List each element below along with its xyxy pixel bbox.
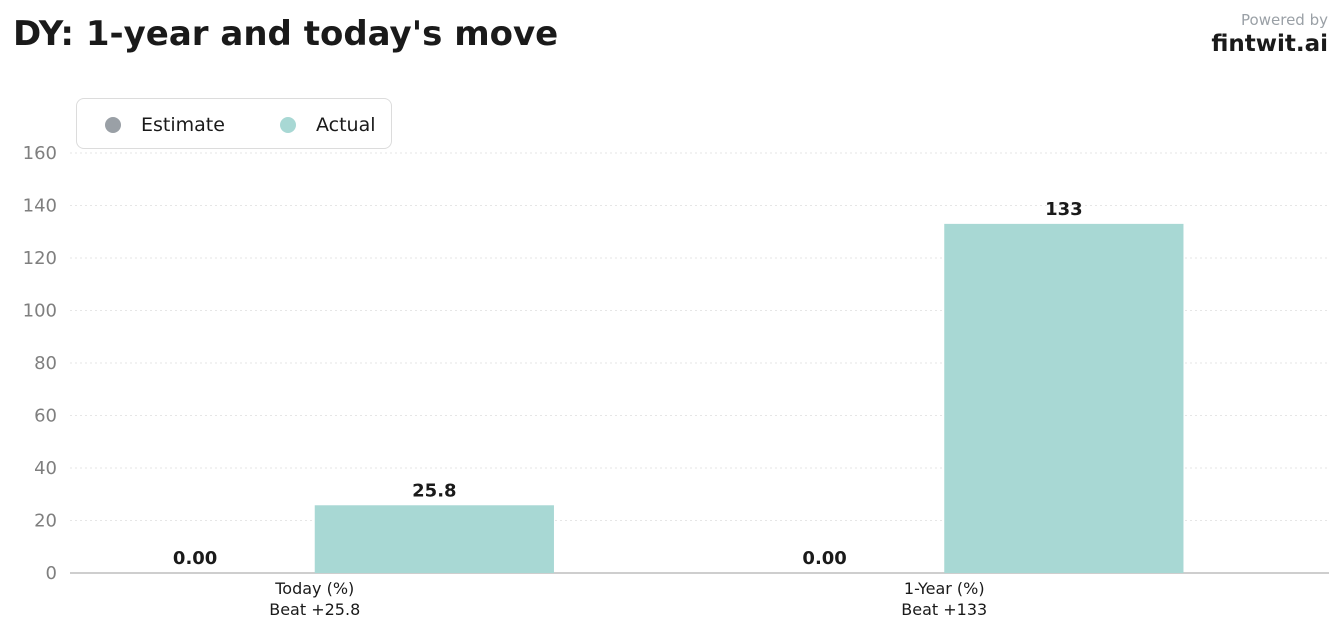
legend-swatch-estimate [105, 116, 121, 133]
bar-actual [314, 505, 554, 573]
legend-item-actual: Actual [280, 99, 376, 150]
data-label: 0.00 [802, 548, 846, 569]
brand-name: fintwit.ai [1211, 31, 1328, 57]
y-tick-label: 100 [23, 301, 57, 322]
brand-block: Powered by fintwit.ai [1211, 11, 1328, 57]
data-label: 25.8 [412, 480, 456, 501]
y-tick-label: 140 [23, 196, 57, 217]
data-label: 133 [1045, 199, 1083, 220]
chart-title: DY: 1-year and today's move [13, 14, 559, 54]
y-tick-label: 80 [34, 353, 57, 374]
y-tick-label: 20 [34, 511, 57, 532]
legend-item-estimate: Estimate [105, 99, 225, 150]
legend-label-estimate: Estimate [141, 113, 225, 136]
y-tick-label: 120 [23, 248, 57, 269]
powered-by-label: Powered by [1241, 11, 1328, 29]
x-tick-label: Today (%) [274, 579, 354, 598]
legend-swatch-actual [280, 116, 296, 133]
chart-legend: Estimate Actual [76, 98, 392, 149]
bar-actual [944, 223, 1184, 573]
x-tick-sublabel: Beat +133 [901, 600, 987, 619]
y-tick-label: 0 [46, 563, 57, 584]
y-tick-label: 160 [23, 143, 57, 164]
y-tick-label: 60 [34, 406, 57, 427]
y-tick-label: 40 [34, 458, 57, 479]
x-tick-label: 1-Year (%) [904, 579, 985, 598]
x-tick-sublabel: Beat +25.8 [269, 600, 360, 619]
data-label: 0.00 [173, 548, 217, 569]
legend-label-actual: Actual [316, 113, 376, 136]
